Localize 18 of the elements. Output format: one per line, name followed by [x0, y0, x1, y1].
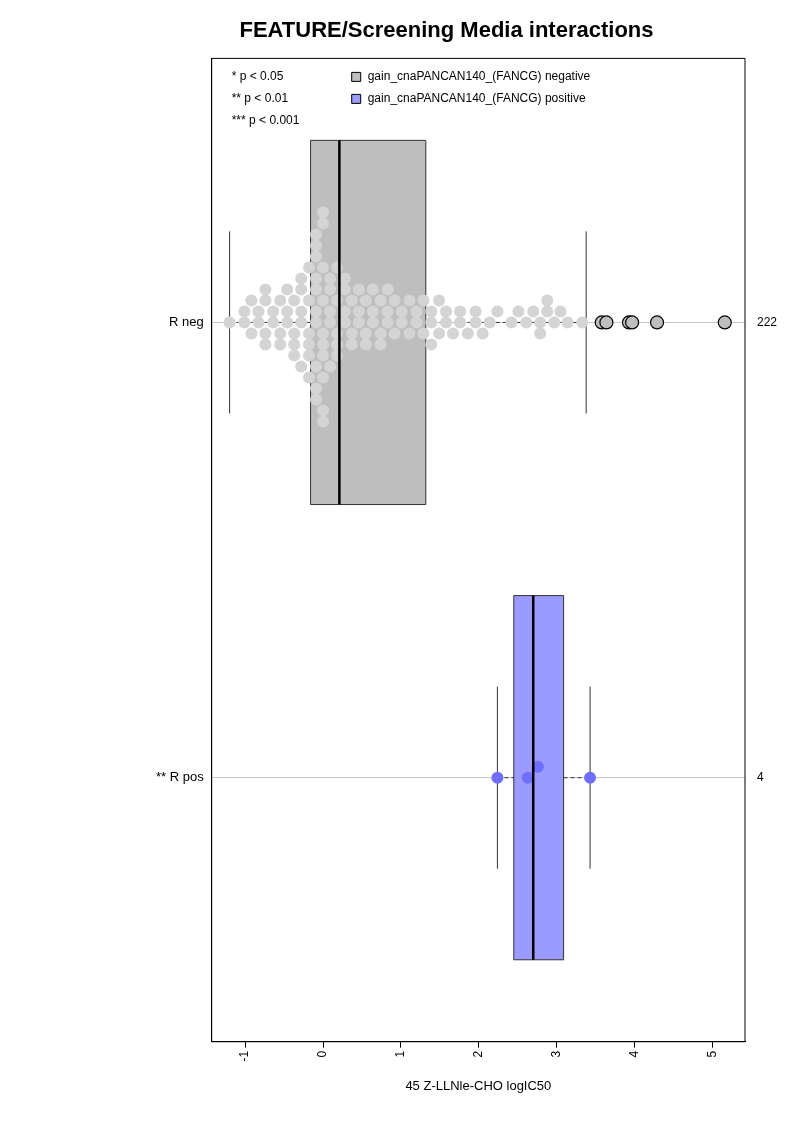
x-tick-label: 0 [315, 1050, 330, 1058]
annotation: * p < 0.05 [231, 68, 284, 83]
y-tick-label: R neg [168, 314, 204, 330]
x-tick-label: 4 [626, 1050, 641, 1058]
annotation: *** p < 0.001 [231, 112, 300, 127]
x-tick-label: -1 [237, 1050, 252, 1062]
x-tick-label: 5 [704, 1050, 719, 1058]
y2-tick-label: 222 [757, 314, 778, 329]
x-axis-title: 45 Z-LLNle-CHO logIC50 [405, 1077, 552, 1093]
annotation: ** p < 0.01 [231, 90, 289, 105]
legend-label: gain_cnaPANCAN140_(FANCG) negative [367, 68, 591, 83]
x-tick-label: 1 [393, 1050, 408, 1058]
chart-title: FEATURE/Screening Media interactions [239, 17, 654, 43]
legend-label: gain_cnaPANCAN140_(FANCG) positive [367, 90, 586, 105]
y2-tick-label: 4 [757, 770, 764, 784]
y-tick-label: ** R pos [155, 769, 205, 785]
x-tick-label: 3 [548, 1050, 563, 1058]
x-tick-label: 2 [471, 1050, 486, 1058]
